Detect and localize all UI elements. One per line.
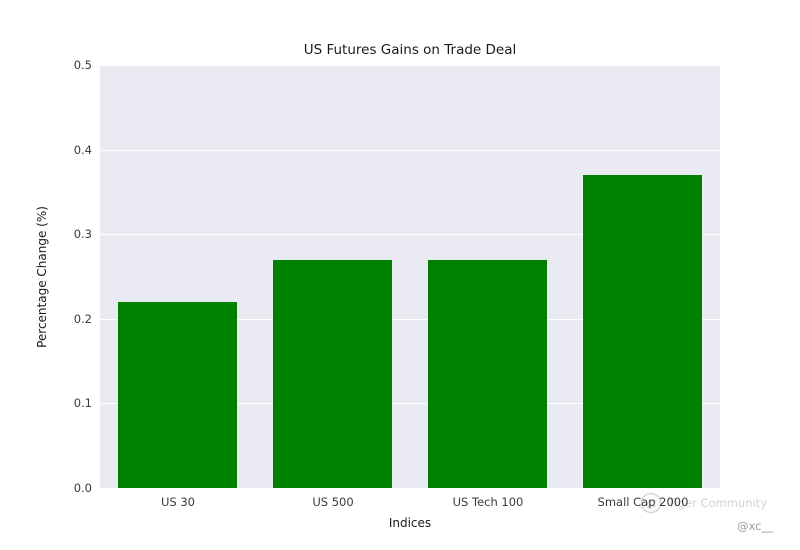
y-tick-label: 0.2 (73, 312, 92, 326)
gridline (100, 403, 720, 404)
y-tick-label: 0.4 (73, 143, 92, 157)
watermark-handle-text: @xc__ (737, 519, 773, 533)
watermark-community-text: Tiger Community (667, 496, 767, 510)
y-tick-label: 0.1 (73, 396, 92, 410)
y-axis-label: Percentage Change (%) (35, 206, 49, 348)
gridline (100, 319, 720, 320)
gridline (100, 65, 720, 66)
x-axis-label: Indices (388, 516, 432, 530)
watermark: Tiger Community (640, 492, 767, 514)
chart-title: US Futures Gains on Trade Deal (303, 42, 517, 58)
gridline (100, 150, 720, 151)
y-tick-label: 0.0 (73, 481, 92, 495)
bar-us-500 (273, 260, 392, 488)
plot-area (100, 65, 720, 489)
tiger-community-logo-icon (640, 492, 662, 514)
bar-small-cap-2000 (583, 175, 702, 488)
bar-us-tech-100 (428, 260, 547, 488)
gridline (100, 488, 720, 489)
y-tick-label: 0.3 (73, 227, 92, 241)
x-tick-label: Small Cap 2000 (597, 495, 689, 509)
x-tick-label: US 500 (312, 495, 354, 509)
x-tick-label: US Tech 100 (452, 495, 524, 509)
y-tick-label: 0.5 (73, 58, 92, 72)
gridline (100, 234, 720, 235)
x-tick-label: US 30 (160, 495, 195, 509)
bar-us-30 (118, 302, 237, 488)
